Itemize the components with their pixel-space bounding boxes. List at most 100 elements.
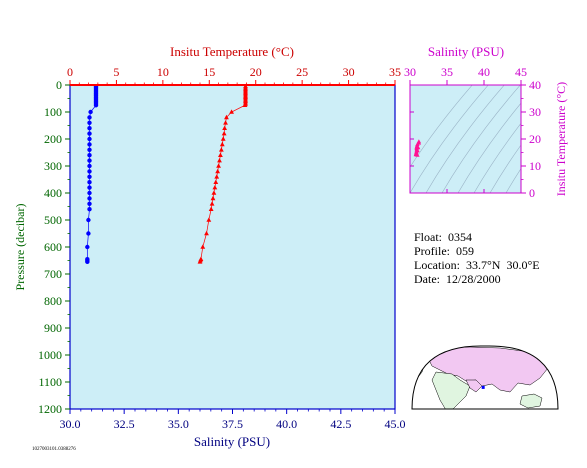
map-land-australia xyxy=(519,393,543,409)
salinity-data-point xyxy=(87,147,92,152)
temperature-data-point xyxy=(219,141,225,147)
salinity-data-point xyxy=(87,115,92,120)
pressure-tick-label: 900 xyxy=(44,321,62,335)
temperature-data-point xyxy=(242,102,248,108)
date-text: Date: 12/28/2000 xyxy=(414,272,501,286)
pressure-tick-label: 0 xyxy=(56,78,62,92)
temperature-data-point xyxy=(206,217,212,222)
temperature-tick-label: 20 xyxy=(250,65,262,79)
temperature-data-point xyxy=(217,158,222,163)
temperature-data-point xyxy=(204,230,209,236)
temperature-data-point xyxy=(216,163,221,168)
ts-density-contour xyxy=(457,102,521,193)
temperature-data-point xyxy=(220,136,226,141)
temperature-axis-title: Insitu Temperature (°C) xyxy=(170,44,294,59)
salinity-data-point xyxy=(87,196,92,201)
salinity-data-point xyxy=(87,190,92,196)
pressure-tick-label: 1100 xyxy=(38,375,62,389)
ts-salinity-tick-label: 30 xyxy=(404,65,416,79)
ts-salinity-ticks: 30 35 40 45 xyxy=(404,65,527,193)
salinity-data-point xyxy=(87,207,92,212)
salinity-tick-label: 45.0 xyxy=(385,417,406,431)
salinity-data-point xyxy=(87,120,92,126)
ts-salinity-tick-label: 40 xyxy=(478,65,490,79)
location-map xyxy=(411,345,559,410)
pressure-tick-label: 600 xyxy=(44,240,62,254)
temperature-data-point xyxy=(213,179,219,184)
temperature-data-point xyxy=(212,185,218,190)
float-info: Float: 0354 xyxy=(414,200,472,260)
temperature-tick-label: 15 xyxy=(203,65,215,79)
ts-temperature-title: Insitu Temperature (°C) xyxy=(554,82,568,196)
location-text: Location: 33.7°N 30.0°E xyxy=(414,258,540,272)
temperature-data-point xyxy=(222,125,228,130)
salinity-data-point xyxy=(87,153,92,158)
salinity-data-point xyxy=(87,201,92,206)
salinity-data-point xyxy=(85,244,90,250)
temperature-data-point xyxy=(223,120,228,125)
temperature-data-point xyxy=(229,109,234,114)
profile-number: Profile: 059 xyxy=(414,244,474,258)
salinity-tick-label: 37.5 xyxy=(222,417,243,431)
location-info: Location: 33.7°N 30.0°E xyxy=(414,228,540,288)
main-plot-background xyxy=(70,85,395,409)
salinity-tick-label: 35.0 xyxy=(168,417,189,431)
map-land-europe-asia xyxy=(427,346,549,393)
ts-diagram: 30 35 40 45 0 10 20 30 40 Salinity (PSU) Insitu… xyxy=(404,44,568,200)
ts-temperature-tick-label: 40 xyxy=(529,78,541,92)
salinity-data-point xyxy=(87,158,92,163)
temperature-tick-label: 5 xyxy=(113,65,119,79)
profile-info: Profile: 059 xyxy=(414,214,474,274)
date-info: Date: 12/28/2000 xyxy=(414,242,501,302)
temperature-data-point xyxy=(221,131,227,136)
salinity-tick-label: 42.5 xyxy=(330,417,351,431)
salinity-data-point xyxy=(85,259,90,265)
temperature-tick-label: 35 xyxy=(389,65,401,79)
salinity-data-point xyxy=(87,163,92,169)
ts-temperature-tick-label: 20 xyxy=(529,132,541,146)
pressure-tick-label: 500 xyxy=(44,213,62,227)
temperature-data-point xyxy=(208,206,214,211)
temperature-data-point xyxy=(218,152,223,157)
salinity-data-point xyxy=(87,126,92,131)
pressure-tick-label: 1000 xyxy=(38,348,62,362)
salinity-data-point xyxy=(87,131,92,136)
salinity-data-point xyxy=(86,217,91,223)
ts-data-point xyxy=(415,152,420,157)
float-number: Float: 0354 xyxy=(414,230,473,244)
ts-salinity-title: Salinity (PSU) xyxy=(428,44,504,59)
salinity-tick-label: 30.0 xyxy=(60,417,81,431)
temperature-data-point xyxy=(211,190,217,195)
temperature-data-point xyxy=(200,244,206,249)
ts-plot-background xyxy=(410,85,521,193)
map-land-africa xyxy=(431,371,471,409)
temperature-data-point xyxy=(209,201,215,206)
temperature-data-point xyxy=(218,147,224,152)
ts-data-point xyxy=(415,147,420,152)
pressure-tick-label: 1200 xyxy=(38,402,62,416)
pressure-tick-label: 700 xyxy=(44,267,62,281)
salinity-data-point xyxy=(87,185,92,190)
pressure-tick-label: 300 xyxy=(44,159,62,173)
salinity-data-point xyxy=(86,231,91,236)
main-profile-plot: 0 5 10 15 20 25 30 35 30.0 32.5 35.0 37.5 40.0 42.5 4… xyxy=(13,44,406,449)
map-outline xyxy=(411,345,559,410)
salinity-data-point xyxy=(88,109,93,115)
salinity-axis-title: Salinity (PSU) xyxy=(194,434,270,449)
ts-density-contour xyxy=(505,168,521,193)
ts-density-contour xyxy=(410,85,489,193)
temperature-data-point xyxy=(224,114,229,120)
pressure-tick-label: 800 xyxy=(44,294,62,308)
salinity-data-point xyxy=(87,169,92,174)
pressure-tick-label: 200 xyxy=(44,132,62,146)
ts-density-contour xyxy=(410,85,473,168)
temperature-data-point xyxy=(197,259,203,264)
main-plot-markers xyxy=(85,83,248,265)
float-location-marker xyxy=(481,385,485,389)
ts-temperature-tick-label: 30 xyxy=(529,105,541,119)
ts-temperature-tick-label: 10 xyxy=(529,159,541,173)
ts-data-point xyxy=(415,145,421,150)
map-land-arabia xyxy=(465,379,483,393)
ts-temperature-tick-label: 0 xyxy=(529,186,535,200)
